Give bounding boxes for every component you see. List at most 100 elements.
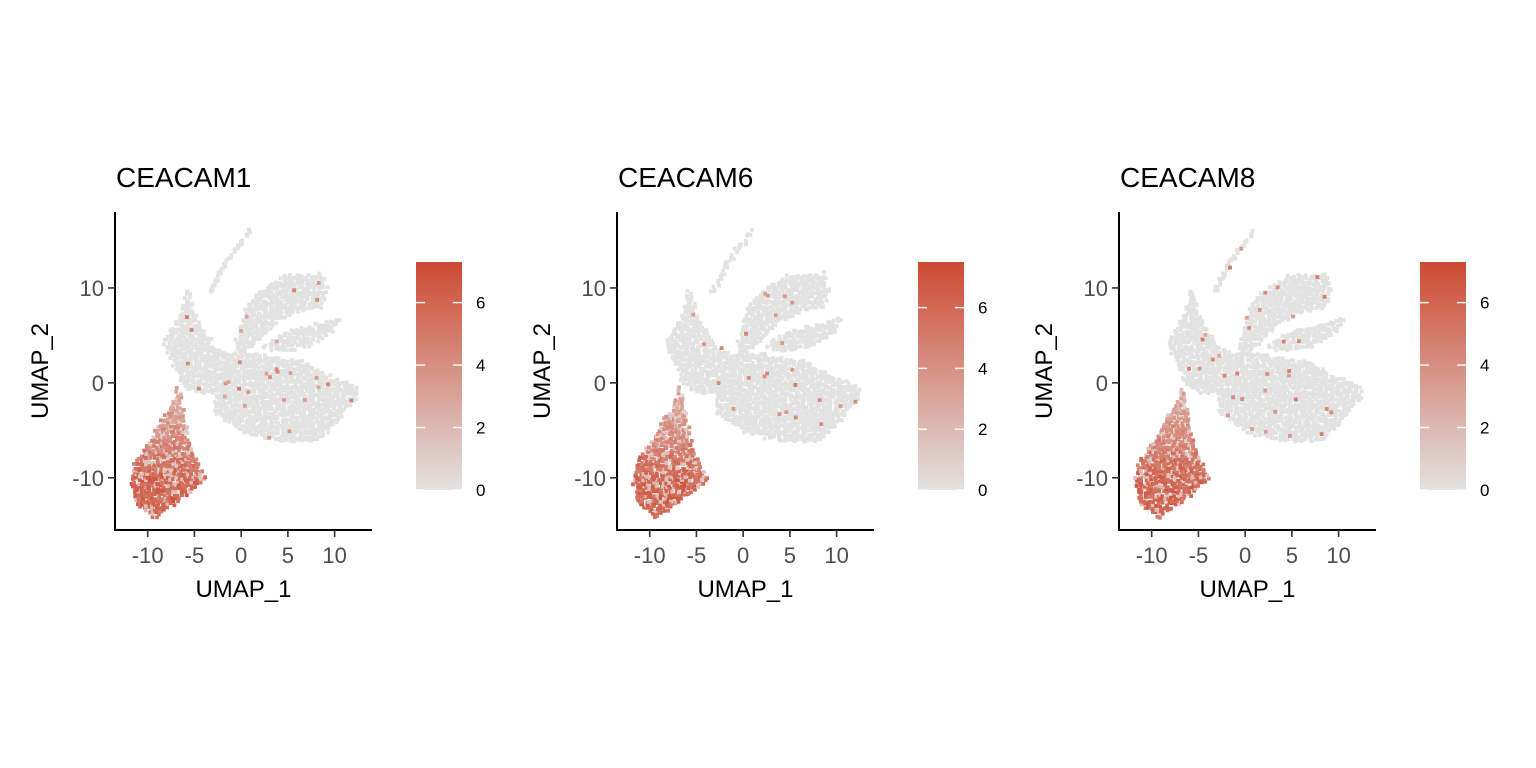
cell-point bbox=[719, 351, 724, 356]
cell-point bbox=[806, 325, 810, 329]
cell-point bbox=[269, 363, 274, 368]
cell-point bbox=[136, 502, 140, 507]
cell-point bbox=[279, 300, 283, 304]
cell-point bbox=[795, 432, 800, 437]
cell-point bbox=[787, 288, 792, 292]
cell-point bbox=[266, 301, 271, 306]
cell-point bbox=[314, 322, 319, 327]
cell-point bbox=[680, 404, 684, 409]
cell-point bbox=[165, 417, 170, 422]
cell-point bbox=[199, 342, 203, 346]
cell-point bbox=[195, 355, 199, 360]
cell-point bbox=[344, 382, 349, 387]
cell-point bbox=[716, 375, 721, 380]
cell-point bbox=[810, 339, 815, 343]
cell-point bbox=[689, 485, 694, 490]
cell-point bbox=[316, 325, 321, 330]
cell-point bbox=[311, 424, 316, 429]
cell-point bbox=[277, 402, 281, 407]
cell-point bbox=[769, 365, 774, 370]
cell-point bbox=[237, 362, 242, 367]
cell-point bbox=[753, 315, 758, 319]
cell-point bbox=[795, 426, 800, 431]
cell-point bbox=[661, 470, 666, 475]
cell-point bbox=[317, 406, 322, 411]
cell-point bbox=[796, 274, 800, 278]
cell-point bbox=[281, 402, 286, 406]
cell-point bbox=[281, 420, 286, 425]
cell-point bbox=[187, 480, 192, 485]
cell-point bbox=[157, 506, 161, 511]
cell-point bbox=[745, 399, 750, 404]
cell-point bbox=[773, 404, 778, 409]
cell-point bbox=[254, 404, 259, 409]
cell-point bbox=[180, 490, 184, 494]
cell-point bbox=[818, 378, 823, 382]
cell-point bbox=[145, 444, 149, 448]
cell-point bbox=[268, 414, 272, 419]
cell-point bbox=[224, 258, 229, 263]
cell-point bbox=[766, 425, 770, 430]
cell-point bbox=[269, 356, 274, 361]
cell-point bbox=[181, 457, 186, 462]
cell-point bbox=[130, 477, 135, 481]
cell-point bbox=[280, 434, 285, 439]
cell-point bbox=[195, 472, 200, 476]
cell-point bbox=[649, 448, 654, 453]
cell-point bbox=[781, 404, 786, 409]
cell-point bbox=[306, 401, 311, 406]
cell-point bbox=[663, 496, 668, 501]
cell-point bbox=[254, 362, 258, 367]
cell-point bbox=[228, 408, 233, 413]
cell-point bbox=[217, 398, 222, 403]
cell-point bbox=[695, 389, 700, 394]
cell-point bbox=[842, 412, 847, 416]
cell-point bbox=[724, 375, 729, 380]
cell-point bbox=[818, 394, 822, 399]
cell-point bbox=[841, 409, 845, 414]
cell-point bbox=[725, 378, 729, 383]
cell-point bbox=[181, 430, 185, 435]
cell-point bbox=[286, 342, 291, 347]
cell-point bbox=[706, 341, 711, 345]
cell-point bbox=[663, 440, 668, 445]
cell-point bbox=[724, 384, 729, 389]
cell-point bbox=[845, 405, 850, 410]
cell-point bbox=[798, 435, 803, 440]
cell-point bbox=[203, 369, 208, 374]
cell-point bbox=[812, 280, 816, 285]
cell-point bbox=[273, 312, 277, 317]
cell-point bbox=[231, 405, 236, 409]
cell-point bbox=[808, 420, 813, 424]
cell-point bbox=[253, 306, 258, 311]
cell-point bbox=[152, 438, 157, 443]
cell-point bbox=[802, 432, 806, 436]
cell-point bbox=[183, 326, 187, 331]
cell-point bbox=[159, 464, 164, 469]
cell-point bbox=[237, 372, 241, 376]
cell-point bbox=[241, 318, 246, 323]
cell-point bbox=[147, 505, 152, 509]
cell-point bbox=[300, 419, 305, 423]
cell-point bbox=[183, 472, 188, 477]
cell-point bbox=[716, 353, 721, 358]
cell-point bbox=[656, 487, 661, 492]
cell-point bbox=[637, 499, 642, 504]
cell-point bbox=[279, 390, 284, 395]
cell-point bbox=[308, 280, 312, 285]
cell-point bbox=[663, 502, 667, 507]
cell-point bbox=[757, 322, 762, 327]
cell-point bbox=[231, 416, 236, 421]
cell-point bbox=[687, 430, 691, 435]
cell-point bbox=[151, 435, 156, 440]
cell-point bbox=[132, 487, 137, 492]
cell-point bbox=[269, 406, 274, 411]
cell-point bbox=[742, 358, 746, 363]
cell-point bbox=[264, 386, 269, 391]
cell-point bbox=[821, 387, 825, 392]
cell-point bbox=[238, 243, 242, 248]
cell-point bbox=[292, 400, 296, 404]
cell-point bbox=[172, 471, 176, 476]
cell-point bbox=[653, 452, 658, 457]
cell-point bbox=[784, 386, 788, 391]
